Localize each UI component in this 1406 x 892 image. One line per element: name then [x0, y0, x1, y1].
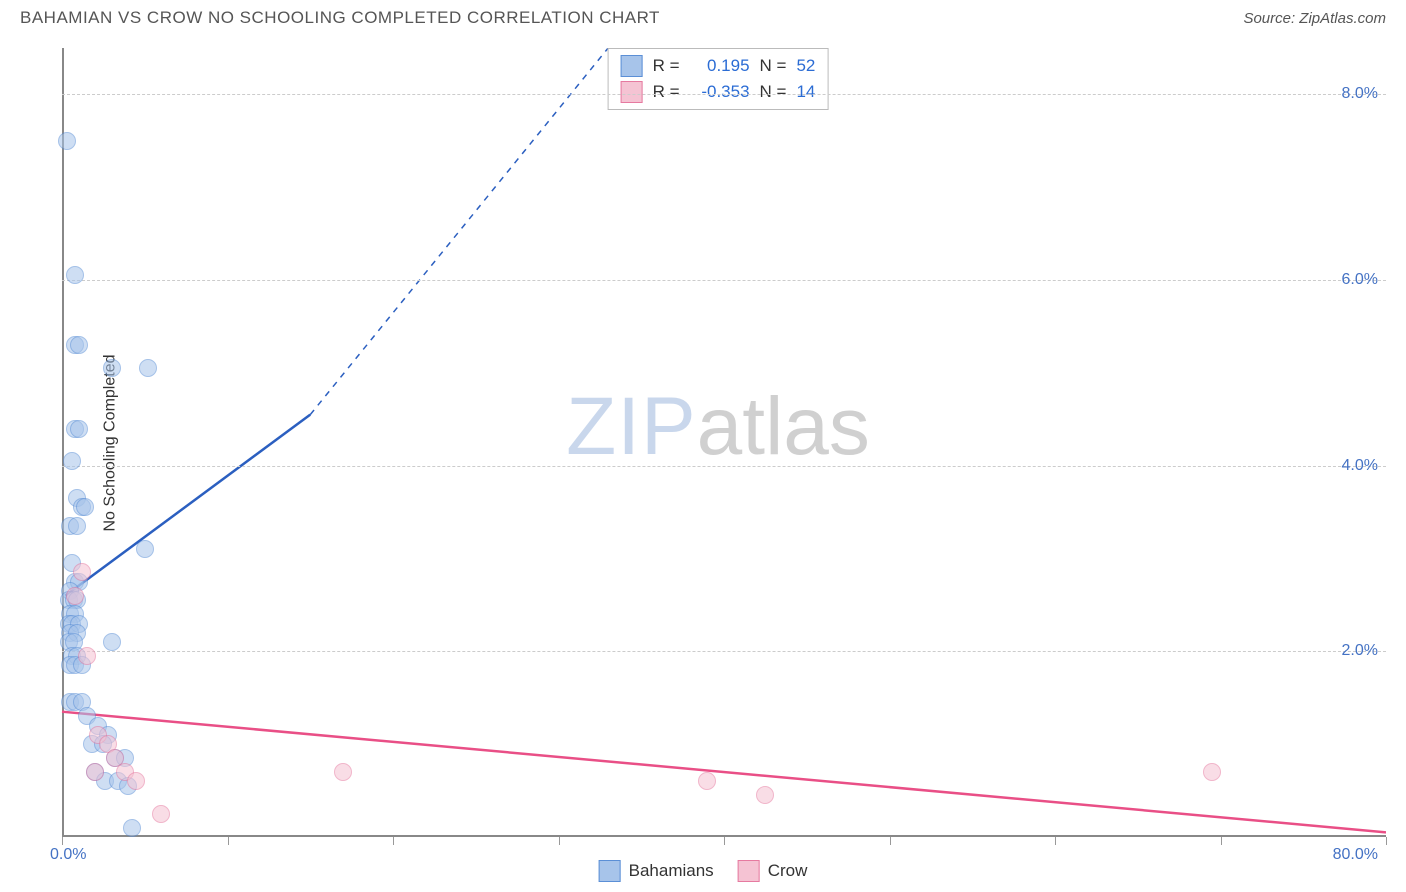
data-point	[136, 540, 154, 558]
data-point	[103, 633, 121, 651]
y-tick-label: 4.0%	[1342, 457, 1378, 475]
legend-label-bahamians: Bahamians	[629, 861, 714, 881]
r-value-bahamians: 0.195	[690, 56, 750, 76]
r-value-crow: -0.353	[690, 82, 750, 102]
data-point	[1203, 763, 1221, 781]
data-point	[73, 563, 91, 581]
data-point	[756, 786, 774, 804]
x-tick	[559, 837, 560, 845]
data-point	[334, 763, 352, 781]
n-label: N =	[760, 56, 787, 76]
data-point	[70, 336, 88, 354]
legend-item-bahamians: Bahamians	[599, 860, 714, 882]
data-point	[66, 587, 84, 605]
grid-line	[62, 94, 1386, 95]
y-tick-label: 6.0%	[1342, 271, 1378, 289]
swatch-bahamians	[621, 55, 643, 77]
x-tick	[228, 837, 229, 845]
plot-region: ZIPatlas R = 0.195 N = 52 R = -0.353 N =…	[50, 48, 1386, 837]
x-tick-label-max: 80.0%	[1333, 846, 1378, 864]
trend-lines	[50, 48, 1386, 837]
grid-line	[62, 280, 1386, 281]
legend-label-crow: Crow	[768, 861, 808, 881]
swatch-bahamians	[599, 860, 621, 882]
data-point	[152, 805, 170, 823]
data-point	[139, 359, 157, 377]
n-value-crow: 14	[796, 82, 815, 102]
chart-area: No Schooling Completed ZIPatlas R = 0.19…	[50, 48, 1386, 837]
n-label: N =	[760, 82, 787, 102]
swatch-crow	[738, 860, 760, 882]
data-point	[78, 647, 96, 665]
data-point	[698, 772, 716, 790]
x-tick	[1055, 837, 1056, 845]
y-axis-line	[62, 48, 64, 837]
stats-row-bahamians: R = 0.195 N = 52	[621, 53, 816, 79]
legend: Bahamians Crow	[599, 860, 808, 882]
y-tick-label: 8.0%	[1342, 85, 1378, 103]
data-point	[86, 763, 104, 781]
watermark: ZIPatlas	[566, 380, 870, 474]
x-tick	[1386, 837, 1387, 845]
x-tick	[62, 837, 63, 845]
data-point	[123, 819, 141, 837]
r-label: R =	[653, 56, 680, 76]
data-point	[63, 452, 81, 470]
stats-row-crow: R = -0.353 N = 14	[621, 79, 816, 105]
n-value-bahamians: 52	[796, 56, 815, 76]
x-tick	[890, 837, 891, 845]
data-point	[66, 266, 84, 284]
chart-title: BAHAMIAN VS CROW NO SCHOOLING COMPLETED …	[20, 8, 660, 28]
x-tick	[393, 837, 394, 845]
x-tick-label-min: 0.0%	[50, 846, 86, 864]
swatch-crow	[621, 81, 643, 103]
watermark-atlas: atlas	[697, 381, 870, 472]
grid-line	[62, 466, 1386, 467]
data-point	[68, 517, 86, 535]
data-point	[103, 359, 121, 377]
data-point	[127, 772, 145, 790]
x-tick	[1221, 837, 1222, 845]
stats-box: R = 0.195 N = 52 R = -0.353 N = 14	[608, 48, 829, 110]
data-point	[58, 132, 76, 150]
data-point	[76, 498, 94, 516]
watermark-zip: ZIP	[566, 381, 697, 472]
grid-line	[62, 651, 1386, 652]
data-point	[70, 420, 88, 438]
legend-item-crow: Crow	[738, 860, 808, 882]
y-tick-label: 2.0%	[1342, 642, 1378, 660]
source-label: Source: ZipAtlas.com	[1243, 10, 1386, 27]
x-tick	[724, 837, 725, 845]
r-label: R =	[653, 82, 680, 102]
